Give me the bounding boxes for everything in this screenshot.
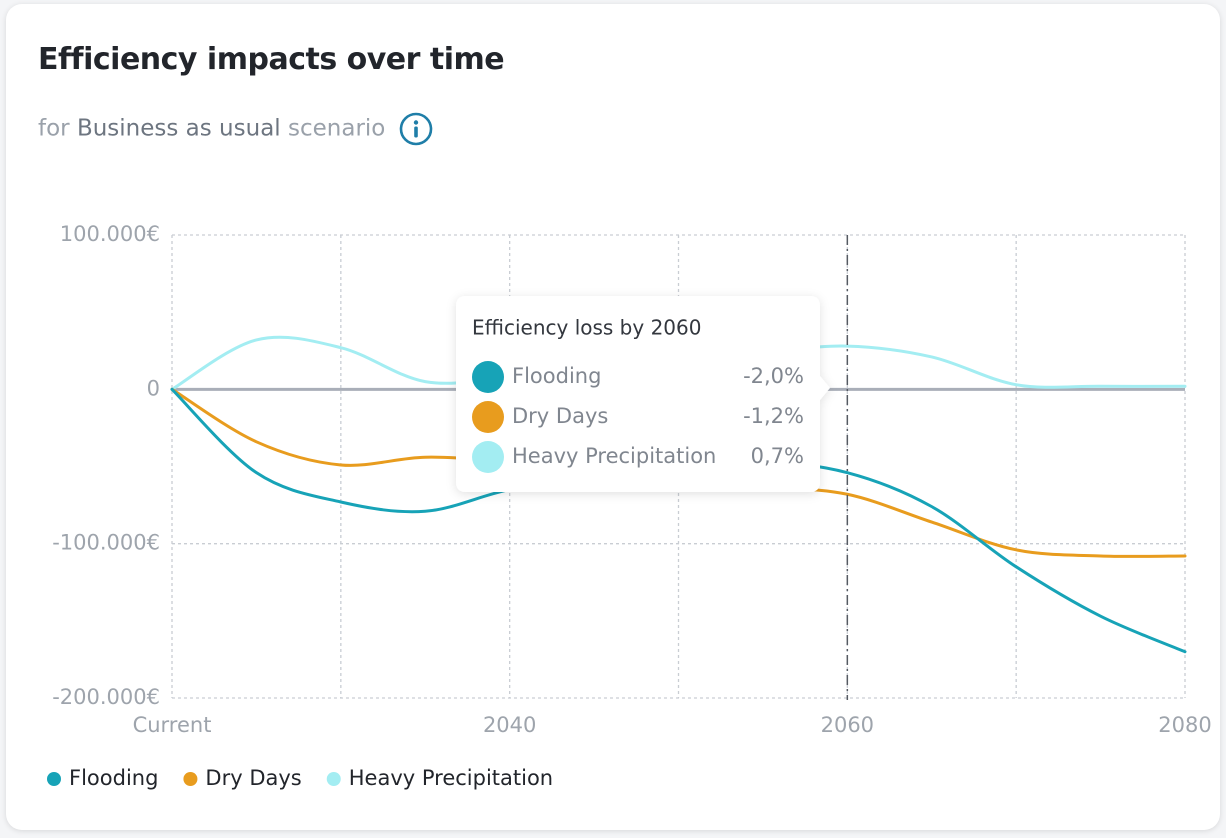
subtitle-scenario: Business as usual <box>76 115 281 142</box>
y-tick-label: -100.000€ <box>52 531 160 555</box>
tooltip-value: 0,7% <box>751 444 804 468</box>
tooltip-box <box>456 296 830 492</box>
tooltip-series-name: Flooding <box>512 364 601 388</box>
tooltip-swatch <box>472 361 504 393</box>
x-tick-label: Current <box>133 713 212 737</box>
x-tick-label: 2060 <box>821 713 874 737</box>
chart-title: Efficiency impacts over time <box>38 42 505 77</box>
tooltip-swatch <box>472 401 504 433</box>
legend-swatch <box>326 772 341 786</box>
legend-label: Heavy Precipitation <box>349 766 553 790</box>
info-icon[interactable] <box>399 112 433 146</box>
legend-label: Flooding <box>69 766 158 790</box>
tooltip-series-name: Heavy Precipitation <box>512 444 716 468</box>
legend-swatch <box>183 772 198 786</box>
legend-swatch <box>47 772 61 786</box>
card: Efficiency impacts over time for Busines… <box>6 4 1220 830</box>
y-tick-label: -200.000€ <box>52 685 160 709</box>
x-tick-label: 2040 <box>483 713 536 737</box>
tooltip-value: -1,2% <box>743 404 804 428</box>
subtitle-prefix: for <box>38 115 70 142</box>
tooltip-swatch <box>472 441 504 473</box>
y-tick-label: 100.000€ <box>60 222 160 246</box>
tooltip-title: Efficiency loss by 2060 <box>472 316 701 340</box>
tooltip-series-name: Dry Days <box>512 404 608 428</box>
chart-subtitle: for Business as usual scenario <box>38 112 433 146</box>
x-tick-label: 2080 <box>1158 713 1211 737</box>
legend-label: Dry Days <box>205 766 301 790</box>
subtitle-suffix: scenario <box>288 115 386 142</box>
y-tick-label: 0 <box>147 376 160 400</box>
tooltip-value: -2,0% <box>743 364 804 388</box>
tooltip: Efficiency loss by 2060 Flooding -2,0% Dry … <box>456 296 830 492</box>
